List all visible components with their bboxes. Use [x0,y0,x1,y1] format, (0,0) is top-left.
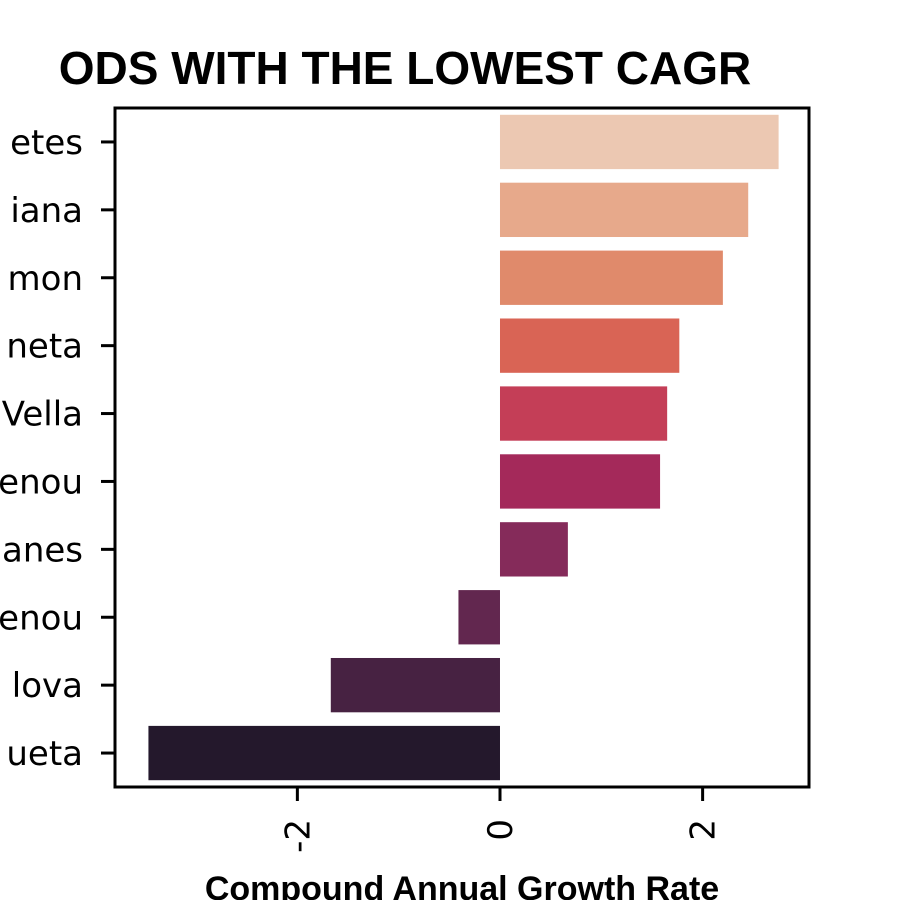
y-tick-label-4: neta [6,327,83,367]
y-tick-label-10: ueta [6,734,83,774]
bar-9 [330,657,500,713]
bar-6 [499,454,661,509]
bar-10 [148,725,500,781]
x-axis-label: Compound Annual Growth Rate [205,870,719,900]
bar-8 [458,590,500,645]
bar-4 [499,318,680,373]
y-tick-label-5: Vella [2,395,83,435]
y-tick-label-6: enou [0,462,83,502]
bar-2 [499,182,749,238]
bar-1 [499,114,779,170]
y-tick-label-1: etes [10,123,83,163]
bar-3 [499,250,723,305]
x-axis: -2 0 2 [278,787,724,853]
bar-7 [499,522,568,577]
plot-frame [113,106,811,789]
x-tick-label-2: 0 [481,819,521,841]
chart-title: ODS WITH THE LOWEST CAGR [59,42,752,94]
bars [148,114,779,781]
y-tick-label-2: iana [10,191,83,231]
y-tick-label-7: anes [2,530,83,570]
x-tick-label-3: 2 [684,819,724,841]
y-tick-label-9: lova [12,666,83,706]
bar-5 [499,386,668,441]
y-tick-label-3: mon [8,259,83,299]
y-axis: etes iana mon neta Vella enou anes enou lova ueta [0,123,115,774]
y-tick-label-8: enou [0,598,83,638]
x-tick-label-1: -2 [278,819,318,853]
